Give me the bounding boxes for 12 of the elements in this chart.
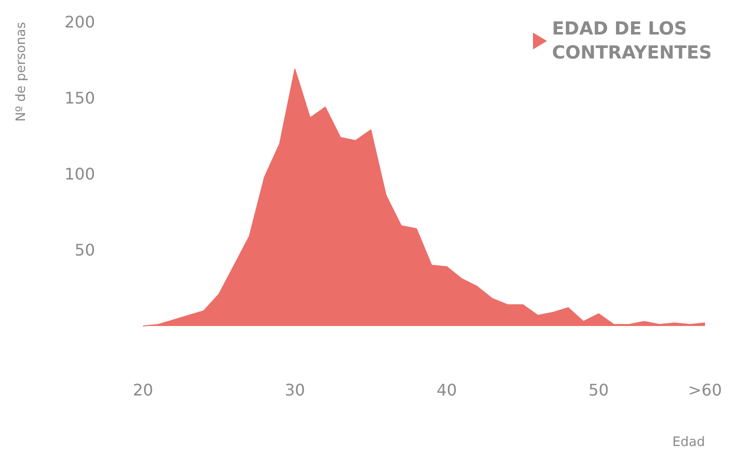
y-axis-title: Nº de personas	[14, 22, 29, 122]
y-tick-label: 200	[64, 12, 95, 32]
x-tick-label: >60	[688, 380, 722, 400]
x-tick-label: 50	[588, 380, 609, 400]
y-tick-label: 150	[64, 88, 95, 108]
x-axis-title: Edad	[672, 435, 705, 449]
x-tick-label: 30	[284, 380, 306, 400]
y-tick-label: 50	[74, 240, 95, 260]
legend-label: EDAD DE LOS CONTRAYENTES	[552, 18, 712, 64]
x-tick-label: 20	[132, 380, 154, 400]
x-tick-label: 40	[436, 380, 457, 400]
y-tick-label: 100	[64, 164, 95, 184]
